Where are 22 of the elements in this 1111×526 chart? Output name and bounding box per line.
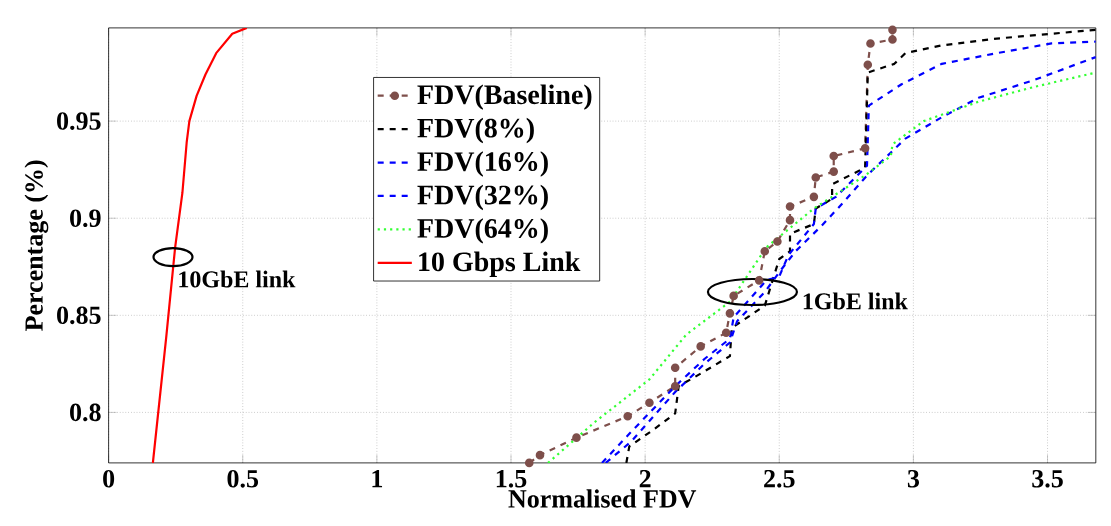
x-tick-label: 0.5 bbox=[227, 469, 259, 488]
legend-label: FDV(32%) bbox=[417, 184, 548, 211]
x-axis-title: Normalised FDV bbox=[508, 489, 697, 508]
x-tick-label: 3.5 bbox=[1032, 469, 1063, 488]
y-tick-label: 0.8 bbox=[70, 403, 101, 422]
legend-label: FDV(16%) bbox=[417, 151, 548, 177]
legend-label: FDV(64%) bbox=[417, 218, 548, 244]
legend-label: FDV(8%) bbox=[417, 117, 534, 144]
legend-label: FDV(Baseline) bbox=[417, 84, 592, 110]
x-tick-label: 0 bbox=[103, 469, 115, 488]
x-tick-label: 1 bbox=[372, 469, 383, 488]
x-tick-label: 3 bbox=[907, 469, 920, 488]
x-tick-label: 2 bbox=[639, 469, 651, 488]
x-tick-label: 1.5 bbox=[496, 469, 527, 488]
x-tick-label: 2.5 bbox=[764, 469, 795, 488]
y-tick-label: 0.85 bbox=[57, 306, 101, 325]
y-tick-label: 0.95 bbox=[57, 112, 101, 130]
y-tick-label: 0.9 bbox=[70, 209, 101, 228]
annotation: 10GbE link bbox=[179, 270, 296, 288]
annotation: 1GbE link bbox=[803, 292, 908, 310]
legend-label: 10 Gbps Link bbox=[419, 251, 581, 277]
y-axis-title: Percentage (%) bbox=[24, 160, 49, 331]
